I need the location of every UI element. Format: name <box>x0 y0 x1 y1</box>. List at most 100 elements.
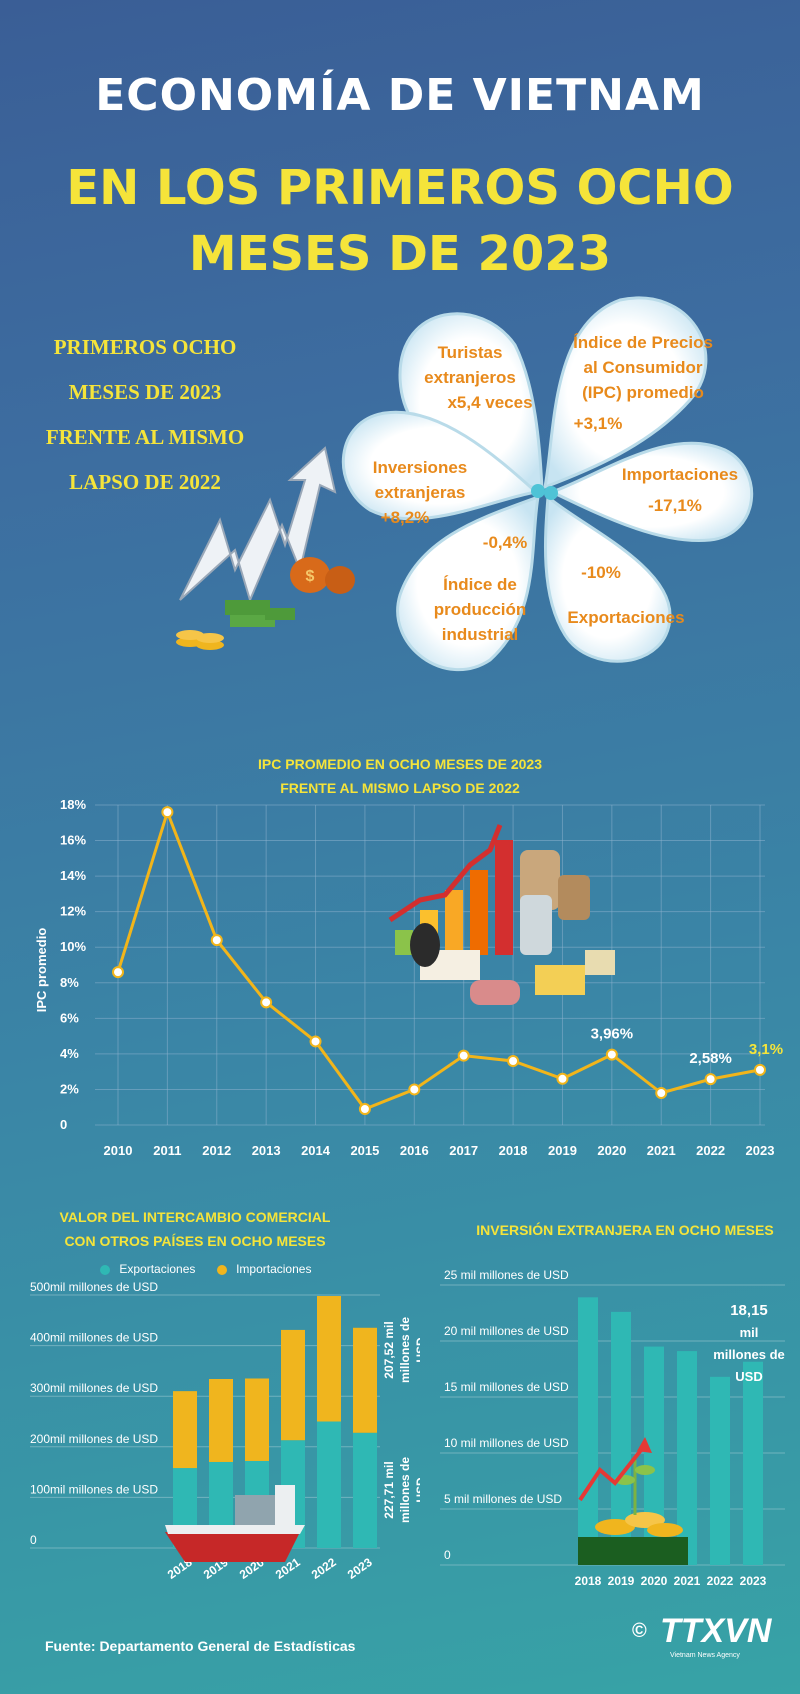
trade-annotation-imports-line-3: USD <box>414 1337 420 1363</box>
investment-label-2: extranjeras <box>374 483 466 502</box>
investment-indicator: Inversiones extranjeras +8,2% <box>360 455 480 530</box>
tourists-label-1: Turistas <box>437 343 503 362</box>
cash-stack-icon <box>578 1537 688 1565</box>
illustration-bar-icon <box>495 840 513 955</box>
petal-imports <box>548 441 754 543</box>
flower-center-icon <box>531 484 545 498</box>
fdi-ytick-label: 0 <box>444 1548 451 1562</box>
cpi-xtick-label: 2014 <box>301 1143 331 1158</box>
cpi-ytick-label: 4% <box>60 1046 79 1061</box>
cpi-xtick-label: 2015 <box>350 1143 379 1158</box>
cpi-series-line <box>116 807 761 1111</box>
imports-value: -17,1% <box>648 496 702 515</box>
petal-exports <box>543 493 672 663</box>
cpi-ytick-label: 16% <box>60 833 86 848</box>
exports-legend-swatch <box>100 1264 110 1275</box>
imports-legend-swatch <box>216 1264 227 1275</box>
cpi-ytick-label: 2% <box>60 1081 79 1096</box>
cpi-ytick-label: 18% <box>60 797 86 812</box>
illustration-bar-icon <box>445 890 463 955</box>
fdi-bar-2018 <box>578 1297 598 1565</box>
trade-ytick-label: 500mil millones de USD <box>30 1280 158 1294</box>
cpi-ytick-label: 0 <box>60 1117 67 1132</box>
trade-chart-title-line-2: CON OTROS PAÍSES EN OCHO MESES <box>64 1233 326 1249</box>
petal-investment <box>341 410 540 521</box>
intro-line-4: LAPSO DE 2022 <box>69 470 221 494</box>
trade-annotation-exports-line-1: 227,71 mil <box>382 1461 396 1518</box>
cpi-xtick-label: 2010 <box>104 1143 133 1158</box>
cpi-point-2023 <box>754 1063 766 1076</box>
growth-arrow-illustration: $ <box>176 446 355 650</box>
tourists-indicator: Turistas extranjeros x5,4 veces <box>400 340 540 415</box>
meat-icon <box>470 980 520 1005</box>
fdi-xtick-label: 2023 <box>740 1574 767 1588</box>
fdi-ytick-label: 5 mil millones de USD <box>444 1492 562 1506</box>
butter-icon <box>535 965 585 995</box>
trade-annotation-exports-line-3: USD <box>414 1477 420 1503</box>
money-plant-illustration <box>578 1437 688 1565</box>
fdi-bar-2019 <box>611 1311 631 1565</box>
industrial-label-2: producción <box>433 600 527 619</box>
petal-industrial <box>396 494 540 672</box>
svg-text:$: $ <box>306 568 315 585</box>
cpi-chart-title-line-2: FRENTE AL MISMO LAPSO DE 2022 <box>280 780 520 796</box>
cpi-xtick-label: 2018 <box>499 1143 528 1158</box>
fdi-xtick-label: 2019 <box>608 1574 635 1588</box>
tourists-value: x5,4 veces <box>447 393 533 412</box>
cpi-data-label-2020: 3,96% <box>591 1026 634 1043</box>
cpi-line-chart: 0 2% 4% 6% 8% 10% 12% 14% 16% 18% 2010 2011 2012 2013… <box>34 797 783 1158</box>
copyright-icon: © <box>632 1620 647 1642</box>
imports-label: Importaciones <box>621 465 739 484</box>
intro-line-1: PRIMEROS OCHO <box>53 335 237 359</box>
cpi-chart-title: IPC PROMEDIO EN OCHO MESES DE 2023 FRENT… <box>200 752 600 800</box>
tourists-label-2: extranjeros <box>424 368 516 387</box>
cpi-data-label-2023: 3,1% <box>749 1041 783 1058</box>
fdi-xtick-label: 2020 <box>641 1574 668 1588</box>
subtitle-line-2: MESES DE 2023 <box>188 226 612 282</box>
cpi-point-2019 <box>556 1072 569 1085</box>
illustration-bar-icon <box>470 870 488 955</box>
cpi-xtick-label: 2013 <box>252 1143 281 1158</box>
import-bar-2019 <box>209 1378 233 1462</box>
indicator-flower <box>341 296 754 672</box>
investment-label-1: Inversiones <box>372 458 468 477</box>
industrial-indicator: Índice de producción industrial <box>420 572 540 647</box>
gold-coin-icon <box>595 1519 635 1535</box>
cpi-xtick-label: 2020 <box>597 1143 626 1158</box>
trade-chart-title: VALOR DEL INTERCAMBIO COMERCIAL CON OTRO… <box>40 1205 350 1253</box>
exports-value: -10% <box>581 563 621 582</box>
source-note: Fuente: Departamento General de Estadíst… <box>45 1638 356 1654</box>
cpi-xtick-label: 2022 <box>696 1143 725 1158</box>
main-title: ECONOMÍA DE VIETNAM <box>95 70 705 121</box>
cpi-label-2: al Consumidor <box>583 358 703 377</box>
intro-text: PRIMEROS OCHO MESES DE 2023 FRENTE AL MI… <box>30 325 260 505</box>
cpi-xtick-label: 2019 <box>548 1143 577 1158</box>
cpi-ytick-label: 12% <box>60 904 86 919</box>
cpi-point-2010 <box>112 966 124 979</box>
fdi-xtick-label: 2018 <box>575 1574 602 1588</box>
imports-legend-label: Importaciones <box>236 1262 312 1276</box>
ship-containers-icon <box>235 1495 275 1525</box>
cash-icon <box>585 950 615 975</box>
fdi-ytick-label: 20 mil millones de USD <box>444 1324 569 1338</box>
cpi-ytick-label: 6% <box>60 1010 79 1025</box>
cargo-ship-illustration <box>165 1485 305 1562</box>
cpi-point-2011 <box>161 806 174 819</box>
fdi-ytick-label: 15 mil millones de USD <box>444 1380 569 1394</box>
fdi-ytick-label: 10 mil millones de USD <box>444 1436 569 1450</box>
cash-stack-icon <box>225 600 270 615</box>
fdi-ytick-label: 25 mil millones de USD <box>444 1268 569 1282</box>
subtitle: EN LOS PRIMEROS OCHO MESES DE 2023 <box>0 155 800 287</box>
gas-canister-icon <box>520 895 552 955</box>
barrel-icon <box>410 923 440 967</box>
trend-arrow-icon <box>578 1443 647 1502</box>
investment-chart-title: INVERSIÓN EXTRANJERA EN OCHO MESES <box>476 1222 774 1238</box>
cpi-point-2017 <box>457 1049 470 1062</box>
fdi-xtick-label: 2021 <box>674 1574 701 1588</box>
trade-chart-title-line-1: VALOR DEL INTERCAMBIO COMERCIAL <box>59 1209 331 1225</box>
trade-ytick-label: 300mil millones de USD <box>30 1381 158 1395</box>
cpi-point-2018 <box>507 1055 520 1067</box>
cpi-ytick-label: 10% <box>60 939 86 954</box>
export-bar-2023 <box>353 1432 377 1548</box>
cpi-label-3: (IPC) promedio <box>582 383 704 402</box>
